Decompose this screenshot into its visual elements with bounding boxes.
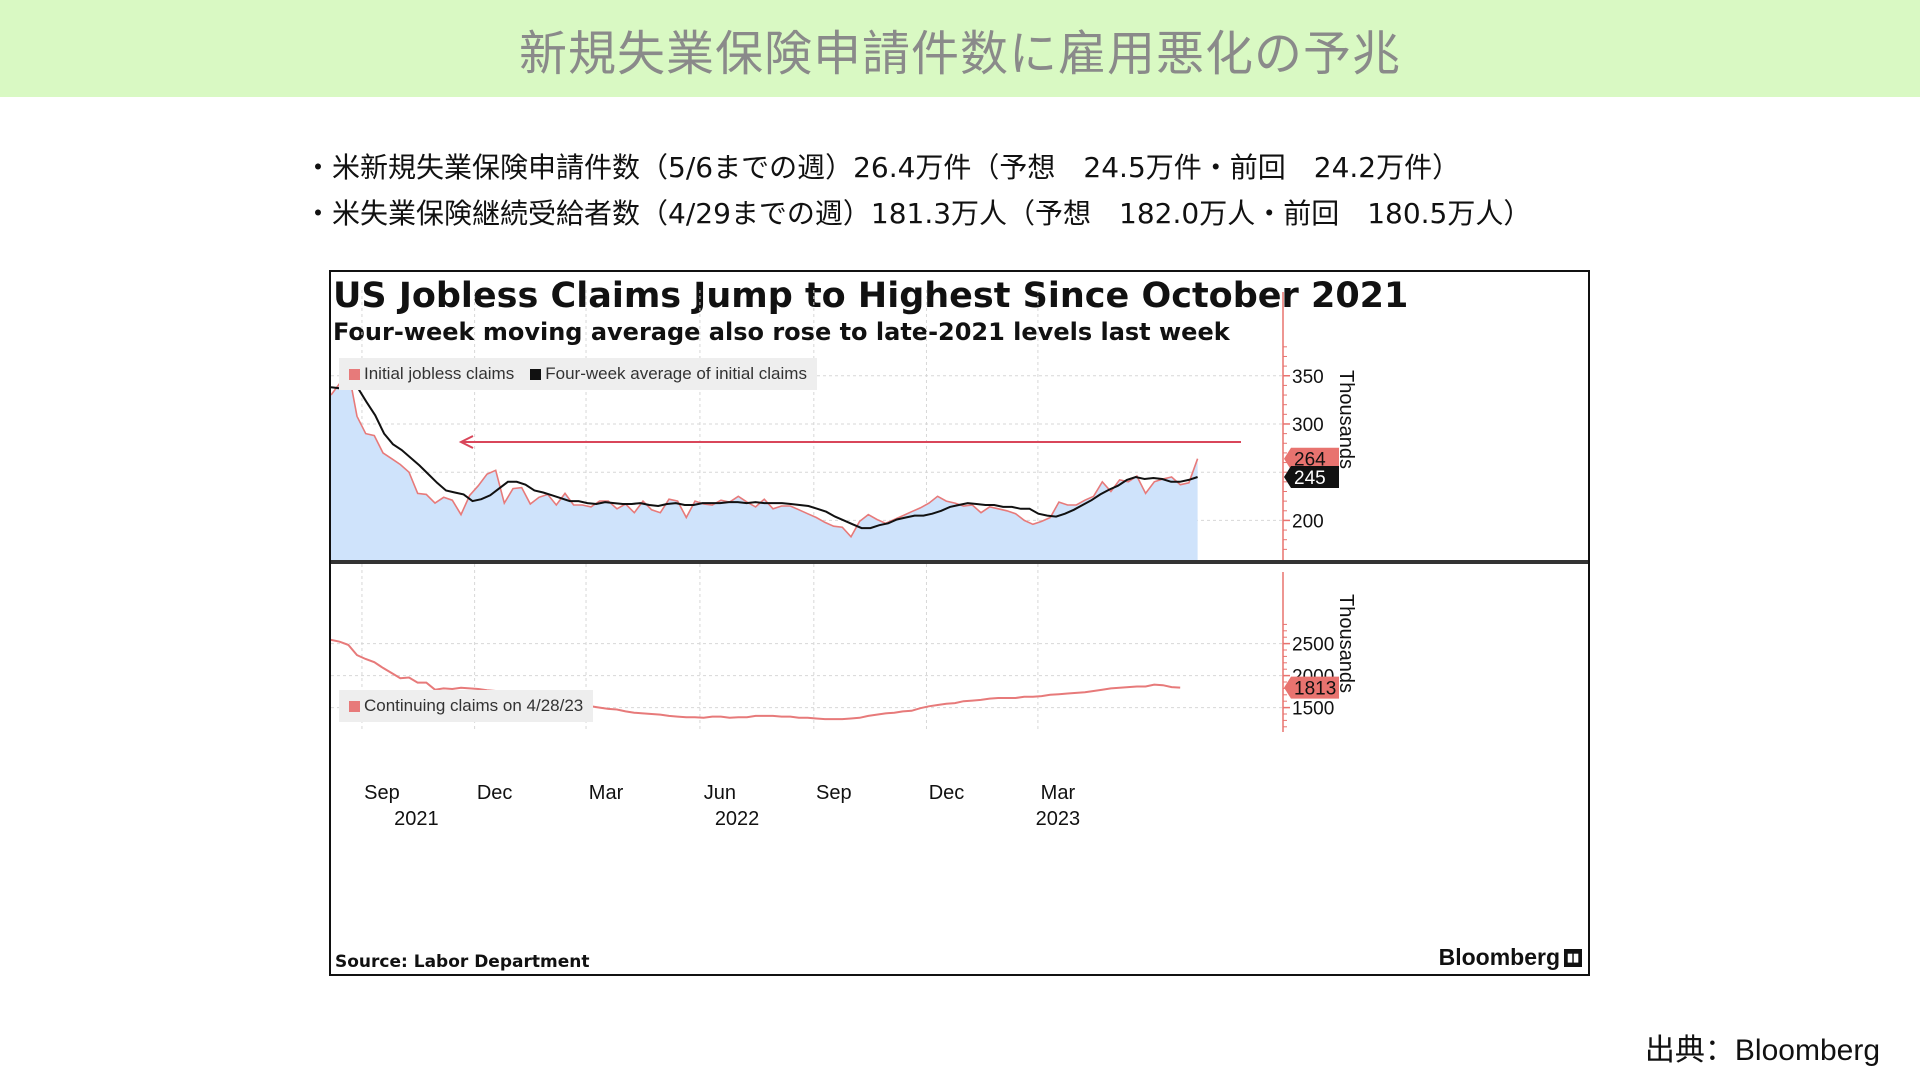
initial-claims-last-value: 264 [1294, 450, 1326, 471]
legend-swatch-continuing [349, 700, 360, 712]
top-y-tick-label: 300 [1292, 415, 1324, 436]
legend-item-initial-claims: Initial jobless claims [349, 364, 514, 384]
x-tick-label: Jun [704, 782, 736, 804]
legend-swatch-initial [349, 368, 360, 380]
bottom-y-tick-label: 2500 [1292, 635, 1334, 656]
top-y-axis-title: Thousands [1335, 370, 1357, 469]
x-year-label: 2023 [1036, 808, 1081, 830]
bottom-panel-legend: Continuing claims on 4/28/23 [339, 690, 594, 722]
x-tick-label: Mar [589, 782, 624, 804]
bullet-initial-claims: ・米新規失業保険申請件数（5/6までの週）26.4万件（予想 24.5万件・前回… [304, 151, 1461, 184]
chart-subtitle: Four-week moving average also rose to la… [333, 318, 1230, 346]
x-tick-label: Dec [929, 782, 965, 804]
annotation-arrow-head [458, 435, 474, 449]
legend-label-continuing: Continuing claims on 4/28/23 [364, 696, 584, 715]
initial-claims-line [331, 367, 1199, 539]
bloomberg-terminal-icon: ▮▮ [1564, 948, 1582, 967]
four-week-average-line [331, 383, 1198, 530]
summary-bullets: ・米新規失業保険申請件数（5/6までの週）26.4万件（予想 24.5万件・前回… [304, 145, 1531, 237]
x-tick-label: Dec [477, 782, 513, 804]
x-year-label: 2021 [394, 808, 439, 830]
four-week-average-last-value: 245 [1294, 468, 1326, 489]
legend-swatch-average [530, 368, 542, 380]
page-title: 新規失業保険申請件数に雇用悪化の予兆 [518, 25, 1401, 82]
legend-item-average: Four-week average of initial claims [530, 364, 807, 384]
legend-label-average: Four-week average of initial claims [545, 364, 807, 383]
brand-name: Bloomberg [1438, 944, 1560, 970]
continuing-claims-last-value-bg [1284, 676, 1339, 699]
bottom-y-axis-title: Thousands [1335, 594, 1357, 693]
legend-item-continuing: Continuing claims on 4/28/23 [349, 696, 583, 716]
x-tick-label: Sep [816, 782, 852, 804]
initial-claims-last-value-bg [1284, 447, 1339, 470]
four-week-average-last-value-bg [1284, 466, 1339, 489]
legend-label-initial: Initial jobless claims [364, 364, 515, 383]
top-panel-legend: Initial jobless claims Four-week average… [339, 358, 817, 390]
x-tick-label: Sep [364, 782, 400, 804]
continuing-claims-line [331, 638, 1181, 721]
x-year-label: 2022 [715, 808, 760, 830]
top-y-tick-label: 200 [1292, 511, 1324, 532]
chart-frame: US Jobless Claims Jump to Highest Since … [329, 270, 1590, 976]
bottom-y-tick-label: 1500 [1292, 699, 1334, 720]
x-tick-label: Mar [1041, 782, 1076, 804]
panel-divider [331, 560, 1588, 564]
initial-claims-area [331, 370, 1198, 561]
bullet-continuing-claims: ・米失業保険継続受給者数（4/29までの週）181.3万人（予想 182.0万人… [304, 197, 1532, 230]
top-y-tick-label: 350 [1292, 367, 1324, 388]
bloomberg-logo: Bloomberg ▮▮ [1439, 944, 1582, 971]
continuing-claims-last-value: 1813 [1294, 679, 1336, 700]
title-banner: 新規失業保険申請件数に雇用悪化の予兆 [0, 0, 1920, 97]
chart-title: US Jobless Claims Jump to Highest Since … [333, 276, 1409, 316]
source-label: Source: Labor Department [335, 952, 590, 972]
source-credit: 出典：Bloomberg [1644, 1034, 1880, 1067]
